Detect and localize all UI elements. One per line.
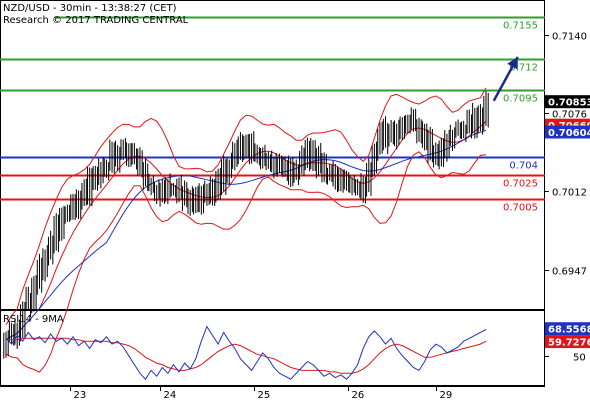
y-tick-label: 0.7140: [552, 32, 587, 43]
bollinger-lower: [5, 151, 487, 373]
price-tag-label: 0.70604: [548, 128, 590, 139]
rsi-layer: 50 68.5568 59.7276: [5, 322, 590, 381]
rsi-tag: [545, 322, 590, 336]
chart-title: NZD/USD - 30min - 13:38:27 (CET): [3, 3, 177, 14]
y-tick-label: 0.7012: [552, 188, 587, 199]
main-panel-frame: [0, 0, 545, 310]
x-tick-label: 24: [164, 390, 177, 400]
bollinger-upper: [5, 87, 487, 326]
forecast-arrow-head: [507, 57, 518, 70]
price-tag: [545, 125, 590, 139]
level-label: 0.712: [509, 63, 538, 74]
rsi-y-tick-label: 50: [573, 353, 586, 364]
level-label: 0.7155: [503, 21, 538, 32]
bollinger-bands: [5, 87, 487, 373]
y-axis: 0.7140 0.7076 0.7012 0.6947: [545, 32, 587, 278]
candles-layer: [3, 91, 489, 359]
level-label: 0.7095: [503, 94, 538, 105]
level-label: 0.7025: [503, 179, 538, 190]
chart-credit: Research © 2017 TRADING CENTRAL: [3, 15, 189, 26]
rsi-label: RSI14 - 9MA: [3, 314, 64, 325]
level-label: 0.7005: [503, 203, 538, 214]
arrow-layer: [492, 56, 519, 102]
rsi-tag-label: 59.7276: [548, 338, 590, 349]
x-axis: 23 24 25 26 29: [70, 386, 453, 400]
x-tick-label: 25: [258, 390, 271, 400]
level-label: 0.704: [509, 161, 538, 172]
rsi-line: [5, 325, 487, 381]
rsi-ma-line: [6, 337, 487, 374]
price-tag: [545, 95, 590, 109]
rsi-panel-frame: [0, 310, 545, 386]
x-tick-label: 23: [74, 390, 87, 400]
price-tag-label: 0.70853: [548, 98, 590, 109]
x-tick-label: 29: [440, 390, 453, 400]
y-tick-label: 0.7076: [552, 110, 587, 121]
x-tick-label: 26: [352, 390, 365, 400]
moving-average: [5, 129, 487, 340]
y-tick-label: 0.6947: [552, 267, 587, 278]
bollinger-middle: [5, 120, 487, 340]
levels-layer: 0.7155 0.712 0.7095 0.704 0.7025 0.7005: [0, 16, 545, 214]
rsi-tag-label: 68.5568: [548, 325, 590, 336]
rsi-tag: [545, 335, 590, 349]
